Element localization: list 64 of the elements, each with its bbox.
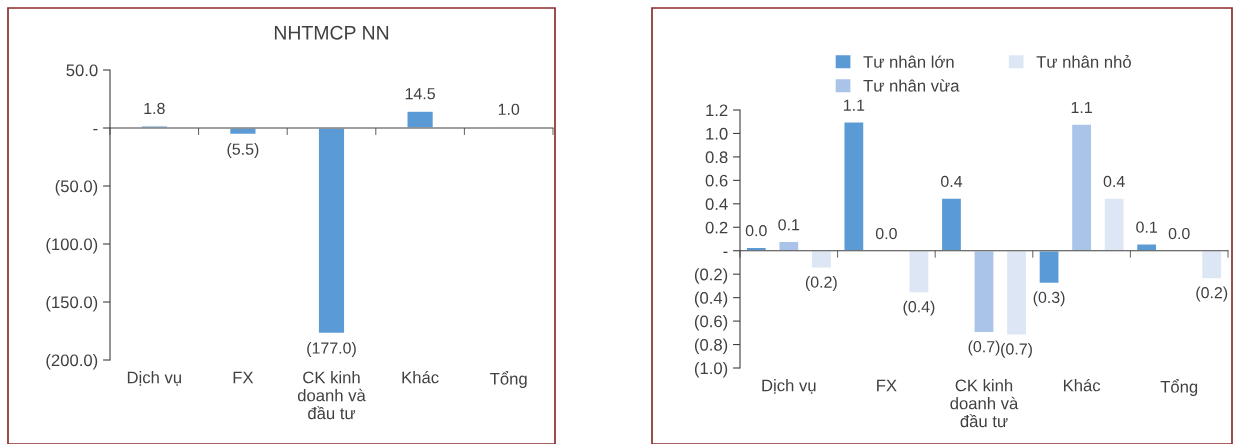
legend-label: Tư nhân vừa <box>863 79 960 92</box>
legend-label: Tư nhân nhỏ <box>1036 55 1131 68</box>
y-tick-label: (50.0) <box>55 179 98 196</box>
data-label: (0.2) <box>805 276 837 291</box>
data-label: 0.0 <box>875 227 897 240</box>
bar <box>908 250 930 294</box>
data-label: 0.1 <box>778 219 800 231</box>
data-label: (177.0) <box>307 342 356 357</box>
bar <box>843 121 865 252</box>
y-tick-label: (0.8) <box>694 338 728 355</box>
data-label: 0.1 <box>1136 221 1157 233</box>
y-tick-label: 0.2 <box>705 221 728 234</box>
x-tick-label: Khác <box>402 370 439 384</box>
legend-label: Tư nhân lớn <box>863 55 954 68</box>
bar <box>1005 250 1028 336</box>
y-tick-label: - <box>723 251 728 253</box>
bar <box>406 110 435 129</box>
x-tick-label: Khác <box>1063 378 1101 392</box>
data-label: 1.1 <box>843 99 865 111</box>
x-tick-label: FX <box>233 371 254 384</box>
data-label: (5.5) <box>227 143 259 158</box>
data-label: 0.0 <box>1168 227 1190 240</box>
data-label: 1.8 <box>144 102 165 115</box>
data-label: (0.4) <box>903 300 935 316</box>
y-tick-label: (100.0) <box>46 237 98 254</box>
data-label: 14.5 <box>405 88 435 100</box>
y-tick-label: (0.4) <box>694 291 728 308</box>
x-tick-label: Dịch vụ <box>127 371 181 386</box>
bar <box>810 250 833 270</box>
data-label: (0.3) <box>1033 291 1065 307</box>
bar <box>1200 250 1223 280</box>
x-tick-label: FX <box>877 379 897 392</box>
y-tick-label: (200.0) <box>46 353 98 370</box>
y-tick-label: - <box>93 128 98 131</box>
data-label: (0.7) <box>1001 342 1032 358</box>
x-tick-label: CK kinh doanh và đầu tư <box>297 371 366 420</box>
data-label: (0.2) <box>1196 286 1228 302</box>
data-label: 1.0 <box>498 103 520 115</box>
y-tick-label: (0.6) <box>694 315 728 331</box>
y-tick-label: 0.8 <box>705 151 728 164</box>
bar <box>1070 123 1093 252</box>
y-tick-label: 1.0 <box>706 127 728 140</box>
y-tick-label: 1.2 <box>706 104 728 117</box>
data-label: 0.0 <box>745 225 767 237</box>
x-tick-label: Dịch vụ <box>762 379 816 394</box>
y-tick-label: (1.0) <box>694 361 728 378</box>
bar <box>1103 197 1125 252</box>
y-tick-label: 50.0 <box>66 64 98 77</box>
data-label: 1.1 <box>1071 102 1092 114</box>
bar <box>940 197 963 252</box>
y-tick-label: 0.4 <box>705 198 728 211</box>
x-tick-label: Tổng <box>1160 379 1198 397</box>
bar <box>317 127 346 335</box>
y-tick-label: (150.0) <box>46 295 98 312</box>
y-tick-label: (0.2) <box>694 268 728 284</box>
data-label: 0.4 <box>1103 175 1125 188</box>
bar <box>973 250 995 334</box>
x-tick-label: CK kinh doanh và đầu tư <box>950 379 1019 428</box>
bar <box>1038 250 1060 285</box>
chart-title: NHTMCP NN <box>274 25 389 40</box>
x-tick-label: Tổng <box>490 371 527 389</box>
data-label: (0.7) <box>968 340 1000 356</box>
y-tick-label: 0.6 <box>705 174 728 187</box>
data-label: 0.4 <box>940 175 963 188</box>
